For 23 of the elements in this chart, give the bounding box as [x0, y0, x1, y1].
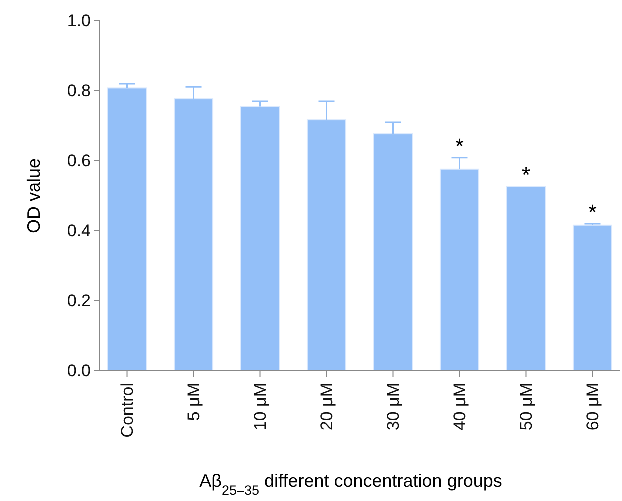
y-tick-label: 0.2: [67, 291, 91, 310]
annotation: *: [588, 200, 598, 225]
x-tick-label: Control: [118, 383, 138, 438]
x-tick-label: 20 μM: [318, 383, 337, 431]
y-tick-label: 1.0: [67, 11, 91, 30]
y-tick-label: 0.8: [67, 81, 91, 100]
x-tick-label: 5 μM: [184, 383, 204, 422]
bar: [107, 88, 148, 372]
annotation: *: [455, 134, 464, 159]
x-tick-label: 50 μM: [517, 383, 536, 431]
bar: [506, 186, 546, 372]
x-tick-label: 60 μM: [584, 383, 603, 431]
bar: [240, 106, 280, 372]
bar: [572, 224, 613, 372]
y-tick-label: 0.4: [67, 221, 91, 240]
x-tick-label: 30 μM: [384, 383, 404, 431]
y-tick-label: 0.6: [67, 151, 91, 170]
x-tick-label: 10 μM: [251, 383, 270, 431]
annotation: *: [522, 162, 531, 188]
y-tick-label: 0.0: [67, 361, 91, 380]
x-tick-label: 40 μM: [450, 383, 470, 431]
x-axis-title: Aβ$_{25–35}$ different concentration groups: [200, 471, 502, 498]
y-axis-title: OD value: [24, 158, 44, 234]
